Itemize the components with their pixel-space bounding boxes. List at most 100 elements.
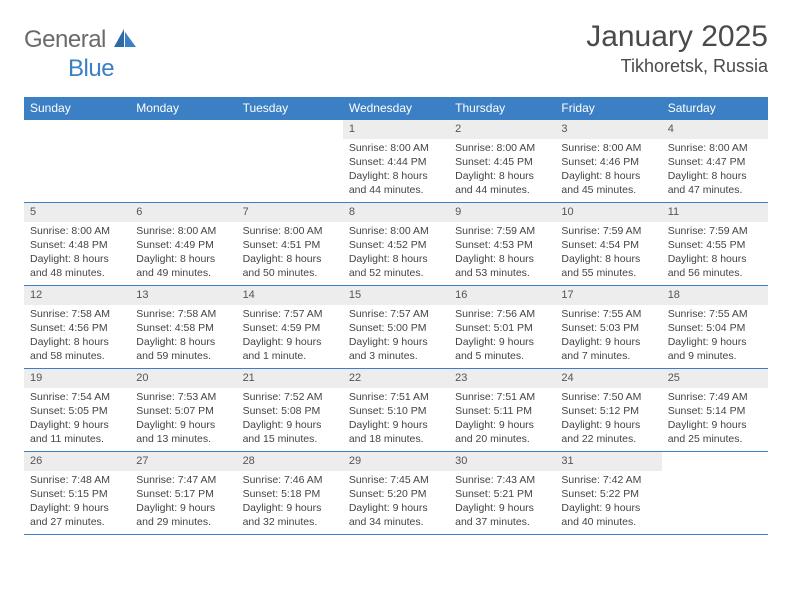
day-cell: 4Sunrise: 8:00 AMSunset: 4:47 PMDaylight… xyxy=(662,120,768,202)
day-number: 24 xyxy=(555,369,661,388)
weekday-header-row: SundayMondayTuesdayWednesdayThursdayFrid… xyxy=(24,97,768,119)
week-row: 26Sunrise: 7:48 AMSunset: 5:15 PMDayligh… xyxy=(24,451,768,534)
daylight-line-1: Daylight: 9 hours xyxy=(455,335,549,349)
sunset-line: Sunset: 4:48 PM xyxy=(30,238,124,252)
day-number: 3 xyxy=(555,120,661,139)
sunset-line: Sunset: 4:52 PM xyxy=(349,238,443,252)
day-number: 11 xyxy=(662,203,768,222)
day-body: Sunrise: 8:00 AMSunset: 4:51 PMDaylight:… xyxy=(237,222,343,285)
daylight-line-2: and 20 minutes. xyxy=(455,432,549,446)
daylight-line-2: and 45 minutes. xyxy=(561,183,655,197)
daylight-line-1: Daylight: 9 hours xyxy=(349,501,443,515)
sunset-line: Sunset: 5:08 PM xyxy=(243,404,337,418)
sail-icon xyxy=(112,27,138,54)
sunset-line: Sunset: 4:51 PM xyxy=(243,238,337,252)
sunrise-line: Sunrise: 7:59 AM xyxy=(561,224,655,238)
sunrise-line: Sunrise: 7:57 AM xyxy=(349,307,443,321)
sunrise-line: Sunrise: 7:53 AM xyxy=(136,390,230,404)
day-cell: 17Sunrise: 7:55 AMSunset: 5:03 PMDayligh… xyxy=(555,286,661,368)
day-cell: 26Sunrise: 7:48 AMSunset: 5:15 PMDayligh… xyxy=(24,452,130,534)
day-cell: 2Sunrise: 8:00 AMSunset: 4:45 PMDaylight… xyxy=(449,120,555,202)
day-cell: 20Sunrise: 7:53 AMSunset: 5:07 PMDayligh… xyxy=(130,369,236,451)
day-body: Sunrise: 7:43 AMSunset: 5:21 PMDaylight:… xyxy=(449,471,555,534)
daylight-line-2: and 53 minutes. xyxy=(455,266,549,280)
daylight-line-1: Daylight: 8 hours xyxy=(561,252,655,266)
sunset-line: Sunset: 4:44 PM xyxy=(349,155,443,169)
daylight-line-1: Daylight: 8 hours xyxy=(30,335,124,349)
sunset-line: Sunset: 5:15 PM xyxy=(30,487,124,501)
day-cell: 15Sunrise: 7:57 AMSunset: 5:00 PMDayligh… xyxy=(343,286,449,368)
sunset-line: Sunset: 5:03 PM xyxy=(561,321,655,335)
sunset-line: Sunset: 4:58 PM xyxy=(136,321,230,335)
day-body: Sunrise: 7:55 AMSunset: 5:04 PMDaylight:… xyxy=(662,305,768,368)
sunset-line: Sunset: 5:04 PM xyxy=(668,321,762,335)
day-cell xyxy=(24,120,130,202)
day-body: Sunrise: 8:00 AMSunset: 4:48 PMDaylight:… xyxy=(24,222,130,285)
sunrise-line: Sunrise: 8:00 AM xyxy=(136,224,230,238)
sunrise-line: Sunrise: 8:00 AM xyxy=(668,141,762,155)
sunrise-line: Sunrise: 7:58 AM xyxy=(30,307,124,321)
logo-text-general: General xyxy=(24,26,106,54)
daylight-line-1: Daylight: 9 hours xyxy=(668,335,762,349)
day-number: 4 xyxy=(662,120,768,139)
day-body: Sunrise: 7:59 AMSunset: 4:55 PMDaylight:… xyxy=(662,222,768,285)
sunrise-line: Sunrise: 7:51 AM xyxy=(349,390,443,404)
day-cell: 1Sunrise: 8:00 AMSunset: 4:44 PMDaylight… xyxy=(343,120,449,202)
daylight-line-2: and 5 minutes. xyxy=(455,349,549,363)
logo: General xyxy=(24,26,140,54)
day-body: Sunrise: 7:55 AMSunset: 5:03 PMDaylight:… xyxy=(555,305,661,368)
daylight-line-2: and 1 minute. xyxy=(243,349,337,363)
day-number: 19 xyxy=(24,369,130,388)
sunset-line: Sunset: 5:00 PM xyxy=(349,321,443,335)
sunrise-line: Sunrise: 7:58 AM xyxy=(136,307,230,321)
day-number: 10 xyxy=(555,203,661,222)
daylight-line-2: and 47 minutes. xyxy=(668,183,762,197)
daylight-line-1: Daylight: 9 hours xyxy=(30,501,124,515)
weekday-header: Tuesday xyxy=(237,97,343,119)
day-cell: 10Sunrise: 7:59 AMSunset: 4:54 PMDayligh… xyxy=(555,203,661,285)
daylight-line-1: Daylight: 9 hours xyxy=(136,501,230,515)
day-cell: 7Sunrise: 8:00 AMSunset: 4:51 PMDaylight… xyxy=(237,203,343,285)
daylight-line-2: and 44 minutes. xyxy=(349,183,443,197)
weekday-header: Saturday xyxy=(662,97,768,119)
daylight-line-1: Daylight: 9 hours xyxy=(455,501,549,515)
sunrise-line: Sunrise: 7:55 AM xyxy=(561,307,655,321)
day-body: Sunrise: 8:00 AMSunset: 4:49 PMDaylight:… xyxy=(130,222,236,285)
daylight-line-2: and 7 minutes. xyxy=(561,349,655,363)
day-body: Sunrise: 7:47 AMSunset: 5:17 PMDaylight:… xyxy=(130,471,236,534)
day-body: Sunrise: 7:58 AMSunset: 4:58 PMDaylight:… xyxy=(130,305,236,368)
sunset-line: Sunset: 4:47 PM xyxy=(668,155,762,169)
day-body: Sunrise: 7:42 AMSunset: 5:22 PMDaylight:… xyxy=(555,471,661,534)
sunset-line: Sunset: 4:53 PM xyxy=(455,238,549,252)
daylight-line-2: and 50 minutes. xyxy=(243,266,337,280)
daylight-line-1: Daylight: 9 hours xyxy=(668,418,762,432)
day-number: 6 xyxy=(130,203,236,222)
sunrise-line: Sunrise: 8:00 AM xyxy=(349,224,443,238)
sunset-line: Sunset: 4:56 PM xyxy=(30,321,124,335)
day-body: Sunrise: 7:59 AMSunset: 4:54 PMDaylight:… xyxy=(555,222,661,285)
weekday-header: Thursday xyxy=(449,97,555,119)
day-body: Sunrise: 8:00 AMSunset: 4:45 PMDaylight:… xyxy=(449,139,555,202)
calendar: SundayMondayTuesdayWednesdayThursdayFrid… xyxy=(24,97,768,535)
daylight-line-2: and 48 minutes. xyxy=(30,266,124,280)
sunrise-line: Sunrise: 7:52 AM xyxy=(243,390,337,404)
day-number: 7 xyxy=(237,203,343,222)
sunrise-line: Sunrise: 7:45 AM xyxy=(349,473,443,487)
day-cell: 16Sunrise: 7:56 AMSunset: 5:01 PMDayligh… xyxy=(449,286,555,368)
sunrise-line: Sunrise: 8:00 AM xyxy=(561,141,655,155)
sunrise-line: Sunrise: 7:56 AM xyxy=(455,307,549,321)
daylight-line-1: Daylight: 8 hours xyxy=(243,252,337,266)
day-number: 27 xyxy=(130,452,236,471)
day-cell: 25Sunrise: 7:49 AMSunset: 5:14 PMDayligh… xyxy=(662,369,768,451)
day-cell: 28Sunrise: 7:46 AMSunset: 5:18 PMDayligh… xyxy=(237,452,343,534)
sunset-line: Sunset: 5:12 PM xyxy=(561,404,655,418)
month-title: January 2025 xyxy=(586,20,768,54)
day-number: 28 xyxy=(237,452,343,471)
day-body: Sunrise: 8:00 AMSunset: 4:52 PMDaylight:… xyxy=(343,222,449,285)
sunrise-line: Sunrise: 7:46 AM xyxy=(243,473,337,487)
daylight-line-1: Daylight: 8 hours xyxy=(136,335,230,349)
sunset-line: Sunset: 5:11 PM xyxy=(455,404,549,418)
day-number: 25 xyxy=(662,369,768,388)
day-cell xyxy=(662,452,768,534)
daylight-line-2: and 55 minutes. xyxy=(561,266,655,280)
